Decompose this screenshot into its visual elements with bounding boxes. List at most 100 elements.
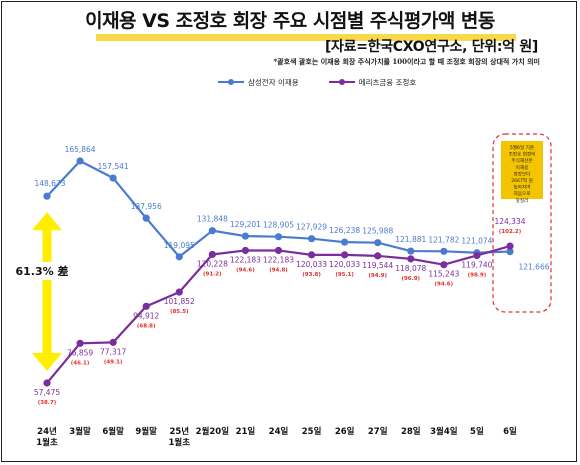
ratio-label-cho: (94.6) <box>236 267 255 273</box>
x-tick-label: 28일 <box>401 426 421 437</box>
data-label-lee: 157,541 <box>98 162 129 171</box>
x-tick-label: 3월말 <box>69 426 91 437</box>
ratio-label-cho: (93.8) <box>302 272 321 278</box>
point-lee <box>43 192 51 200</box>
data-label-lee: 121,666 <box>518 263 549 272</box>
point-cho <box>76 339 84 347</box>
point-cho <box>208 250 216 259</box>
callout-outline <box>492 133 552 313</box>
data-label-lee: 125,988 <box>362 227 393 236</box>
data-label-cho: 124,334 <box>494 217 525 226</box>
data-label-cho: 120,033 <box>296 260 327 269</box>
point-cho <box>109 338 117 346</box>
point-lee <box>341 238 349 246</box>
point-lee <box>374 239 382 247</box>
ratio-label-cho: (68.8) <box>137 323 156 329</box>
x-tick-label: 3월4일 <box>430 426 458 437</box>
data-label-lee: 121,074 <box>461 237 492 246</box>
data-label-cho: 115,243 <box>428 270 459 279</box>
data-label-cho: 76,859 <box>67 348 93 357</box>
point-cho <box>341 251 349 259</box>
x-tick-label: 24년 <box>37 426 57 437</box>
gap-arrow-head-down <box>32 353 62 371</box>
x-tick-label: 26일 <box>335 426 355 437</box>
point-lee <box>175 253 183 261</box>
point-cho <box>506 242 514 250</box>
x-tick-label: 9월말 <box>135 426 157 437</box>
chart-title: 이재용 VS 조정호 회장 주요 시점별 주식평가액 변동 <box>85 10 495 32</box>
x-tick-label: 27일 <box>368 426 388 437</box>
point-cho <box>473 251 481 260</box>
data-label-lee: 148,673 <box>34 179 65 188</box>
x-tick-label: 6일 <box>503 426 517 437</box>
legend-label-lee: 삼성전자 이재용 <box>248 77 299 87</box>
data-label-lee: 119,095 <box>164 241 195 250</box>
x-tick-label-line2: 1월초 <box>36 437 58 448</box>
point-lee <box>506 247 514 256</box>
ratio-label-cho: (102.2) <box>499 229 522 235</box>
point-cho <box>43 379 51 387</box>
point-lee <box>142 214 150 222</box>
x-tick-label: 25년 <box>169 426 189 437</box>
data-label-cho: 120,228 <box>197 259 228 268</box>
ratio-label-cho: (85.5) <box>170 309 189 315</box>
ratio-label-cho: (94.6) <box>435 282 454 288</box>
source-label: [자료=한국CXO연구소, 단위:억 원] <box>324 39 538 55</box>
point-lee <box>440 247 448 255</box>
legend: 삼성전자 이재용 메리츠금융 조정호 <box>218 74 446 90</box>
gap-label-bg <box>12 262 72 280</box>
ratio-label-cho: (94.8) <box>269 267 288 273</box>
callout-box: 5월6일 기준 조정호 회장의 주식재산은 이재용 회장보다 2667억 원 높아지며 처음으… <box>492 133 552 313</box>
point-lee <box>407 247 415 255</box>
footnote: *괄호색 괄호는 이재용 회장 주식가치를 100이라고 할 때 조정호 회장의… <box>273 57 540 66</box>
x-tick-label: 5일 <box>470 426 484 437</box>
legend-item-lee: 삼성전자 이재용 <box>218 77 299 88</box>
data-label-cho: 94,912 <box>133 311 159 320</box>
legend-item-cho: 메리츠금융 조정호 <box>328 77 417 88</box>
data-label-lee: 127,929 <box>296 223 327 232</box>
ratio-label-cho: (95.1) <box>335 272 354 278</box>
data-label-lee: 121,881 <box>395 235 426 244</box>
callout-text: 5월6일 기준 조정호 회장의 주식재산은 이재용 회장보다 2667억 원 높아지며 처음으… <box>509 144 536 204</box>
point-cho <box>241 246 250 255</box>
data-label-lee: 137,956 <box>131 202 162 211</box>
point-cho <box>274 246 283 255</box>
ratio-label-cho: (98.9) <box>468 272 487 278</box>
point-cho <box>407 255 415 263</box>
callout-note-bg <box>501 141 543 199</box>
point-lee <box>208 227 216 235</box>
x-tick-label: 2월20일 <box>196 426 230 437</box>
ratio-label-cho: (38.7) <box>38 400 57 406</box>
point-cho <box>374 252 382 260</box>
x-tick-label: 25일 <box>302 426 322 437</box>
data-label-cho: 119,740 <box>461 260 492 269</box>
data-label-cho: 122,183 <box>263 255 294 264</box>
data-label-lee: 126,238 <box>329 226 360 235</box>
data-label-cho: 122,183 <box>230 255 261 264</box>
point-lee <box>307 235 316 243</box>
data-label-cho: 101,852 <box>164 297 195 306</box>
point-cho <box>440 261 448 269</box>
ratio-label-cho: (46.1) <box>71 360 90 366</box>
data-label-lee: 165,864 <box>65 145 96 154</box>
ratio-label-cho: (94.9) <box>368 273 387 279</box>
data-label-lee: 128,905 <box>263 221 294 230</box>
point-lee <box>241 232 250 240</box>
gap-arrow-head-up <box>32 212 62 231</box>
ratio-label-cho: (96.9) <box>401 276 420 282</box>
point-cho <box>307 251 316 259</box>
legend-label-cho: 메리츠금융 조정호 <box>358 77 417 87</box>
data-label-cho: 119,544 <box>362 261 393 270</box>
data-label-cho: 120,033 <box>329 260 360 269</box>
data-label-lee: 131,848 <box>197 215 228 224</box>
point-lee <box>274 233 283 241</box>
ratio-label-cho: (91.2) <box>203 271 222 277</box>
legend-swatch-lee <box>218 79 244 85</box>
x-tick-label: 24일 <box>269 426 289 437</box>
ratio-label-cho: (49.1) <box>104 359 123 365</box>
point-lee <box>76 157 84 165</box>
